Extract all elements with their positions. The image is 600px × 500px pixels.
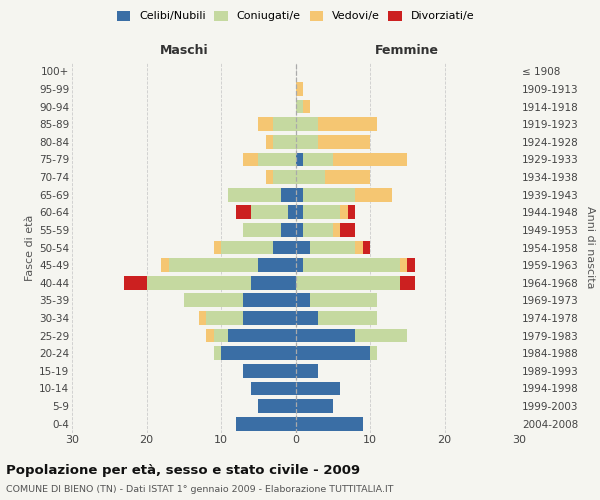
Bar	[273, 240, 296, 254]
Bar	[296, 135, 318, 148]
Bar	[258, 399, 296, 413]
Bar	[407, 258, 415, 272]
Bar	[303, 100, 310, 114]
Bar	[244, 152, 258, 166]
Bar	[206, 328, 214, 342]
Bar	[251, 206, 288, 219]
Bar	[214, 240, 221, 254]
Bar	[273, 135, 296, 148]
Bar	[310, 240, 355, 254]
Bar	[362, 240, 370, 254]
Bar	[303, 206, 340, 219]
Bar	[296, 258, 303, 272]
Bar	[258, 118, 273, 131]
Bar	[124, 276, 146, 289]
Bar	[244, 294, 296, 307]
Bar	[281, 188, 296, 202]
Bar	[266, 170, 273, 184]
Bar	[296, 294, 310, 307]
Bar	[355, 240, 362, 254]
Bar	[296, 382, 340, 396]
Bar	[146, 276, 251, 289]
Bar	[281, 223, 296, 237]
Bar	[169, 258, 258, 272]
Bar	[333, 223, 340, 237]
Bar	[229, 328, 296, 342]
Bar	[296, 240, 310, 254]
Bar	[296, 417, 362, 430]
Bar	[296, 346, 370, 360]
Bar	[251, 276, 296, 289]
Bar	[310, 294, 377, 307]
Bar	[244, 223, 281, 237]
Bar	[296, 328, 355, 342]
Y-axis label: Fasce di età: Fasce di età	[25, 214, 35, 280]
Bar	[340, 223, 355, 237]
Bar	[355, 328, 407, 342]
Bar	[214, 328, 229, 342]
Bar	[296, 399, 333, 413]
Bar	[258, 258, 296, 272]
Text: Femmine: Femmine	[375, 44, 439, 57]
Bar	[244, 364, 296, 378]
Bar	[244, 311, 296, 325]
Bar	[303, 152, 333, 166]
Bar	[400, 258, 407, 272]
Text: Maschi: Maschi	[160, 44, 208, 57]
Bar	[296, 206, 303, 219]
Bar	[221, 240, 273, 254]
Bar	[340, 206, 347, 219]
Bar	[161, 258, 169, 272]
Bar	[333, 152, 407, 166]
Bar	[199, 311, 206, 325]
Bar	[251, 382, 296, 396]
Bar	[296, 170, 325, 184]
Bar	[273, 118, 296, 131]
Bar	[296, 311, 318, 325]
Bar	[400, 276, 415, 289]
Bar	[325, 170, 370, 184]
Bar	[296, 118, 318, 131]
Bar	[370, 346, 377, 360]
Bar	[258, 152, 296, 166]
Bar	[236, 417, 296, 430]
Bar	[273, 170, 296, 184]
Bar	[296, 223, 303, 237]
Bar	[318, 311, 377, 325]
Bar	[296, 188, 303, 202]
Y-axis label: Anni di nascita: Anni di nascita	[585, 206, 595, 289]
Bar	[303, 188, 355, 202]
Bar	[296, 364, 318, 378]
Bar	[229, 188, 281, 202]
Bar	[296, 152, 303, 166]
Bar	[296, 82, 303, 96]
Bar	[236, 206, 251, 219]
Bar	[296, 276, 400, 289]
Text: Popolazione per età, sesso e stato civile - 2009: Popolazione per età, sesso e stato civil…	[6, 464, 360, 477]
Bar	[184, 294, 244, 307]
Bar	[303, 258, 400, 272]
Legend: Celibi/Nubili, Coniugati/e, Vedovi/e, Divorziati/e: Celibi/Nubili, Coniugati/e, Vedovi/e, Di…	[116, 10, 475, 22]
Bar	[318, 118, 377, 131]
Bar	[214, 346, 221, 360]
Bar	[347, 206, 355, 219]
Bar	[266, 135, 273, 148]
Text: COMUNE DI BIENO (TN) - Dati ISTAT 1° gennaio 2009 - Elaborazione TUTTITALIA.IT: COMUNE DI BIENO (TN) - Dati ISTAT 1° gen…	[6, 485, 394, 494]
Bar	[303, 223, 333, 237]
Bar	[221, 346, 296, 360]
Bar	[318, 135, 370, 148]
Bar	[296, 100, 303, 114]
Bar	[206, 311, 244, 325]
Bar	[355, 188, 392, 202]
Bar	[288, 206, 296, 219]
